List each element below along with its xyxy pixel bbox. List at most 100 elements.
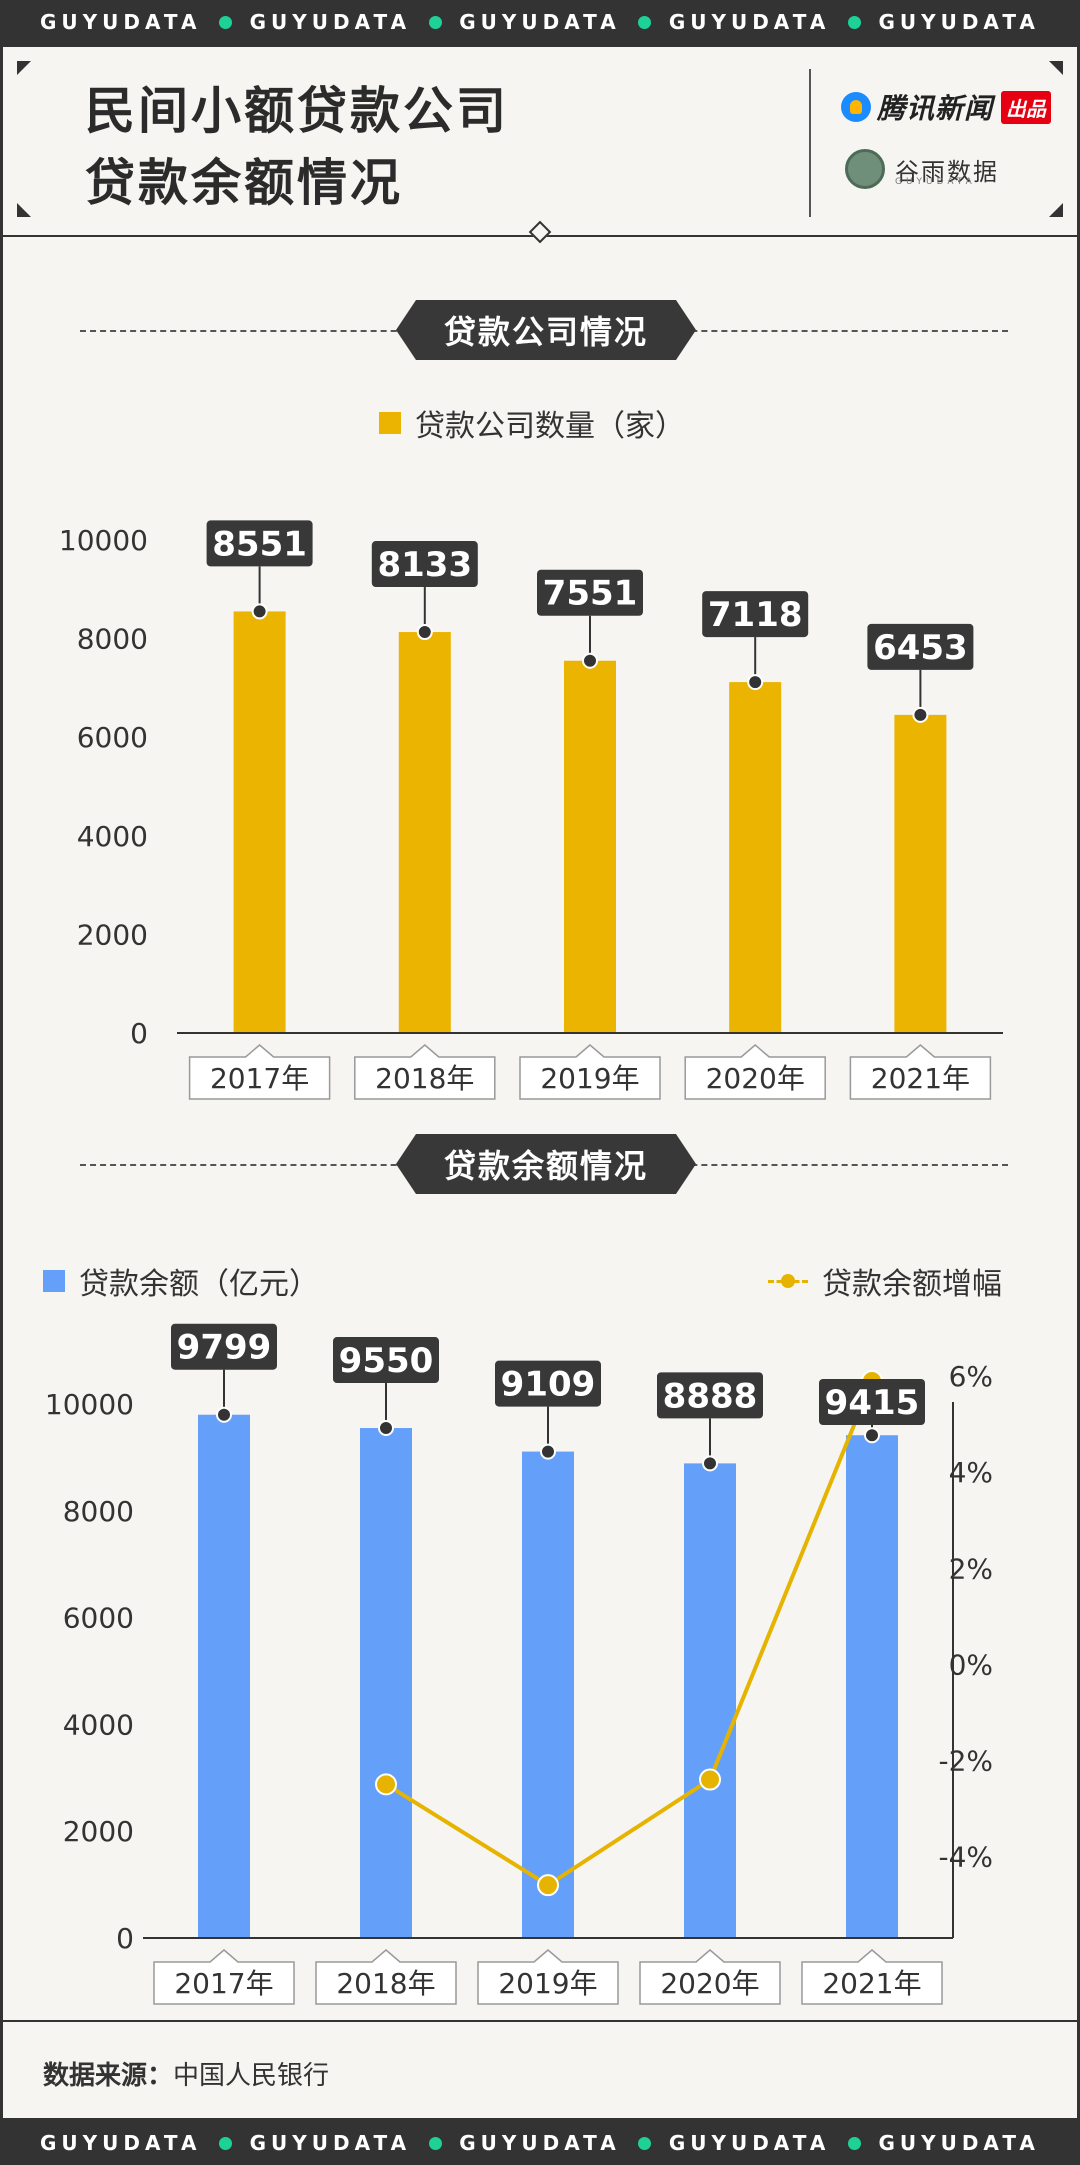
data-source: 数据来源：中国人民银行	[43, 2055, 329, 2092]
value-label: 9799	[177, 1328, 272, 1368]
y-tick-label: 4000	[77, 820, 148, 853]
legend-label-count: 贷款公司数量（家）	[415, 409, 685, 444]
growth-point	[375, 1773, 397, 1796]
x-tick-label: 2020年	[660, 1967, 759, 2000]
infographic-card: 民间小额贷款公司 贷款余额情况 腾讯新闻 出品 谷雨数据 GUYUDATA 贷款…	[0, 44, 1080, 2121]
band-dot	[638, 2136, 652, 2150]
value-label-dot	[912, 706, 929, 723]
y-tick-label: 8000	[77, 623, 148, 656]
value-label-dot	[582, 652, 598, 669]
bar	[564, 660, 616, 1033]
band-text: GUYUDATA	[459, 2131, 621, 2155]
value-label-dot	[864, 1427, 880, 1444]
band-text: GUYUDATA	[40, 2131, 202, 2155]
y-tick-label: 10000	[45, 1388, 134, 1421]
value-label-dot	[251, 603, 268, 620]
y-tick-label: 10000	[59, 524, 148, 557]
value-label-dot	[216, 1406, 232, 1423]
growth-line	[384, 1380, 874, 1888]
legend-line-marker	[768, 1270, 808, 1292]
title-line-1: 民间小额贷款公司	[85, 82, 509, 140]
band-text: GUYUDATA	[668, 10, 831, 34]
value-label-dot	[540, 1443, 556, 1460]
value-label-dot	[416, 624, 433, 641]
category-tag	[801, 1949, 943, 2005]
value-label-box	[819, 1379, 925, 1425]
value-label: 8551	[212, 524, 307, 564]
legend-label-growth: 贷款余额增幅	[822, 1267, 1002, 1302]
source-label: 数据来源：	[43, 2061, 174, 2091]
value-label-box	[333, 1337, 439, 1384]
y-tick-label: 8000	[63, 1495, 134, 1528]
corner-mark	[1049, 203, 1063, 217]
value-label: 9550	[339, 1341, 434, 1381]
category-tag	[639, 1949, 781, 2005]
tencent-news-text: 腾讯新闻	[877, 92, 994, 125]
x-tick-label: 2021年	[871, 1062, 970, 1095]
diamond-ornament	[528, 220, 552, 244]
corner-mark	[17, 203, 31, 217]
value-label-dot	[702, 1455, 718, 1472]
y-tick-label: 0	[116, 1922, 134, 1955]
band-text: GUYUDATA	[878, 10, 1040, 34]
y2-tick-label: 2%	[949, 1552, 993, 1585]
bar	[729, 682, 782, 1033]
category-tag	[354, 1044, 496, 1100]
x-tick-label: 2018年	[375, 1062, 474, 1095]
category-tag	[477, 1949, 619, 2005]
x-tick-label: 2017年	[210, 1062, 309, 1095]
value-label: 9109	[501, 1365, 596, 1405]
x-tick-label: 2018年	[336, 1967, 435, 2000]
tencent-news-logo: 腾讯新闻 出品	[841, 87, 1052, 127]
y-tick-label: 4000	[63, 1708, 134, 1741]
bar	[198, 1414, 250, 1938]
bar	[398, 632, 451, 1033]
value-label-box	[171, 1323, 277, 1370]
band-dot	[847, 2136, 861, 2150]
legend-label-balance: 贷款余额（亿元）	[79, 1267, 319, 1302]
legend-swatch-blue	[43, 1270, 65, 1292]
header-divider	[809, 69, 811, 217]
band-dot	[219, 2136, 233, 2150]
category-tag	[849, 1044, 992, 1100]
band-text: GUYUDATA	[459, 10, 621, 34]
source-value: 中国人民银行	[173, 2061, 330, 2091]
growth-point	[699, 1768, 721, 1791]
bottom-brand-band: GUYUDATA GUYUDATA GUYUDATA GUYUDATA GUYUDATA	[0, 2121, 1080, 2165]
corner-mark	[1049, 61, 1063, 75]
title-line-2: 贷款余额情况	[85, 154, 403, 212]
value-label-box	[702, 591, 809, 638]
bar	[846, 1435, 898, 1938]
value-label-box	[657, 1372, 763, 1419]
x-tick-label: 2017年	[174, 1967, 273, 2000]
category-tag	[153, 1949, 295, 2005]
value-label: 6453	[873, 628, 968, 668]
chart2-legend-bar: 贷款余额（亿元）	[43, 1259, 319, 1303]
y2-tick-label: 0%	[949, 1648, 993, 1681]
value-label-dot	[747, 674, 764, 691]
value-label-box	[867, 623, 974, 670]
growth-point	[537, 1874, 559, 1897]
y-tick-label: 6000	[77, 721, 148, 754]
guyu-data-subtext: GUYUDATA	[895, 177, 976, 187]
chart1-legend: 贷款公司数量（家）	[379, 401, 685, 445]
y2-tick-label: 4%	[949, 1456, 993, 1489]
y2-tick-label: -4%	[938, 1840, 993, 1873]
y2-tick-label: -2%	[938, 1744, 993, 1777]
company-count-chart: 10000 8000 6000 4000 2000 0 8551 2017年 8133 2018年…	[59, 520, 1003, 1100]
top-brand-band: GUYUDATA GUYUDATA GUYUDATA GUYUDATA GUYUDATA	[0, 0, 1080, 44]
band-dot	[428, 2136, 442, 2150]
corner-mark	[17, 61, 31, 75]
band-dot	[219, 15, 233, 29]
bar	[684, 1463, 736, 1938]
band-text: GUYUDATA	[249, 10, 412, 34]
guyu-data-logo: 谷雨数据	[845, 149, 999, 189]
x-tick-label: 2019年	[498, 1967, 597, 2000]
value-label: 7118	[708, 595, 803, 635]
value-label-box	[371, 541, 478, 588]
guyu-bird-icon	[845, 149, 885, 189]
category-tag	[315, 1949, 457, 2005]
tencent-news-icon	[841, 92, 871, 122]
value-label: 9415	[825, 1383, 920, 1423]
value-label-box	[206, 520, 313, 567]
